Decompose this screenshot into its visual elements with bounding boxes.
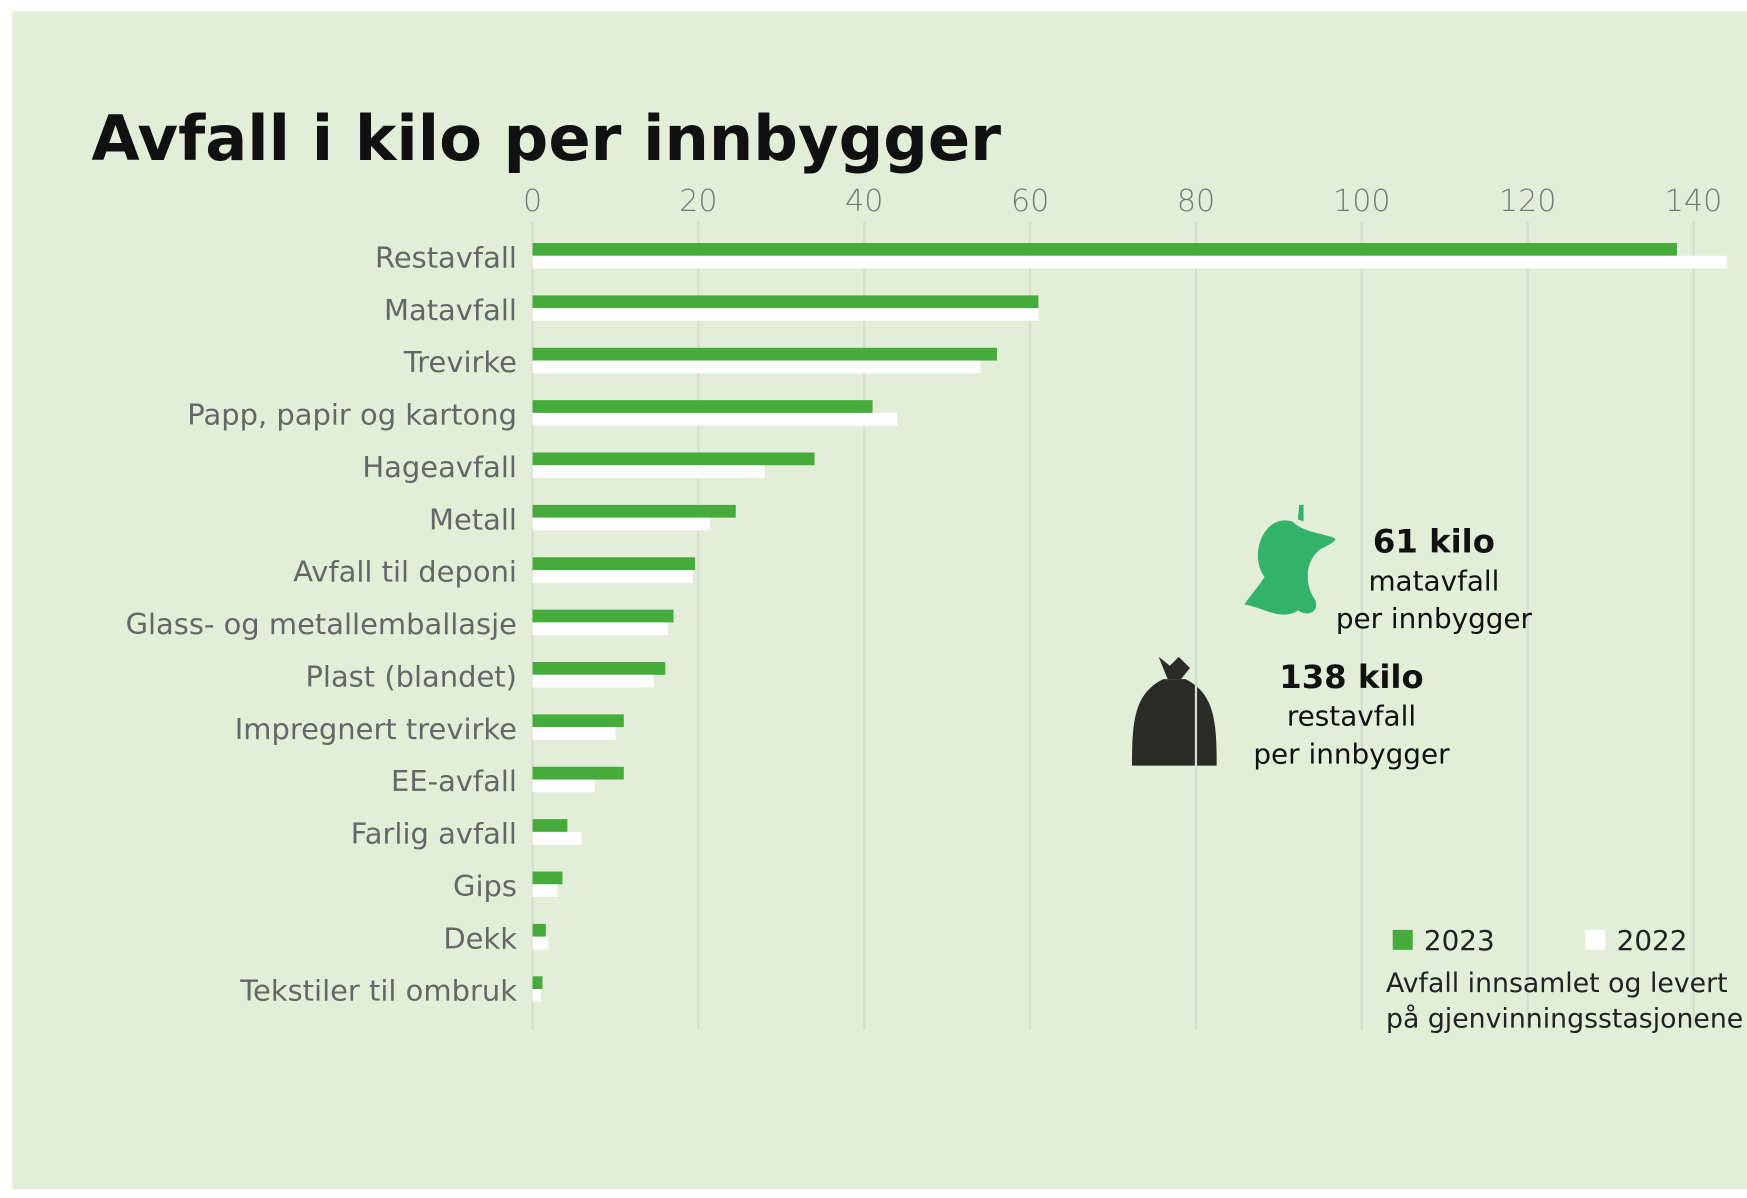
bar <box>532 570 693 583</box>
bar <box>532 766 624 780</box>
y-tick-label: Dekk <box>443 921 517 955</box>
x-tick-label: 80 <box>1177 184 1215 219</box>
bar <box>532 347 997 361</box>
bar <box>532 452 815 466</box>
bar <box>532 465 765 479</box>
legend-swatch <box>1392 929 1413 950</box>
bar <box>532 674 654 688</box>
bar <box>532 871 563 885</box>
bar <box>532 714 624 728</box>
y-tick-label: Farlig avfall <box>351 817 517 851</box>
bar <box>532 819 568 832</box>
y-tick-label: Trevirke <box>403 345 517 379</box>
bar <box>532 976 543 990</box>
bar <box>532 255 1727 269</box>
legend-swatch <box>1585 929 1606 950</box>
bar <box>532 779 595 793</box>
note: på gjenvinningsstasjonene <box>1386 1004 1743 1035</box>
x-tick-label: 20 <box>679 184 717 219</box>
background <box>12 11 1747 1190</box>
apple-icon <box>1245 504 1336 615</box>
bar <box>532 609 674 623</box>
annotation: per innbygger <box>1336 602 1533 635</box>
annotation: matavfall <box>1368 564 1499 597</box>
y-tick-label: Matavfall <box>384 293 517 327</box>
note: Avfall innsamlet og levert <box>1386 968 1728 999</box>
legend-label: 2022 <box>1617 924 1688 957</box>
bar <box>532 989 541 1002</box>
bar <box>532 504 736 518</box>
x-tick-label: 100 <box>1333 184 1390 219</box>
bar <box>532 622 668 636</box>
bar <box>532 923 546 937</box>
bar <box>532 831 582 845</box>
y-tick-label: Restavfall <box>375 240 517 274</box>
y-tick-label: Impregnert trevirke <box>235 712 517 746</box>
y-tick-label: Avfall til deponi <box>293 555 517 589</box>
annotation: 61 kilo <box>1373 523 1495 561</box>
y-tick-label: Hageavfall <box>362 450 517 484</box>
chart-title: Avfall i kilo per innbygger <box>91 102 1001 175</box>
x-tick-label: 40 <box>845 184 883 219</box>
y-tick-label: Glass- og metallemballasje <box>126 607 517 641</box>
annotation: per innbygger <box>1253 738 1450 771</box>
x-tick-label: 60 <box>1011 184 1049 219</box>
y-tick-label: Papp, papir og kartong <box>187 398 517 432</box>
bar <box>532 517 711 531</box>
y-tick-label: Gips <box>453 869 517 903</box>
legend-label: 2023 <box>1424 924 1495 957</box>
bar <box>532 295 1039 309</box>
bar <box>532 662 666 675</box>
bar <box>532 557 696 571</box>
x-tick-label: 140 <box>1665 184 1722 219</box>
annotation: 138 kilo <box>1279 658 1423 696</box>
bar <box>532 400 873 413</box>
y-tick-label: Metall <box>429 502 517 536</box>
bar <box>532 884 558 898</box>
y-tick-label: EE-avfall <box>391 764 517 798</box>
bar <box>532 412 898 426</box>
bar <box>532 308 1039 321</box>
y-tick-label: Tekstiler til ombruk <box>239 974 517 1008</box>
bar <box>532 936 549 950</box>
bar <box>532 727 616 740</box>
annotation: restavfall <box>1287 700 1416 733</box>
y-tick-label: Plast (blandet) <box>305 659 517 693</box>
x-tick-label: 120 <box>1499 184 1556 219</box>
bar <box>532 360 981 374</box>
bar <box>532 243 1677 256</box>
x-tick-label: 0 <box>523 184 542 219</box>
